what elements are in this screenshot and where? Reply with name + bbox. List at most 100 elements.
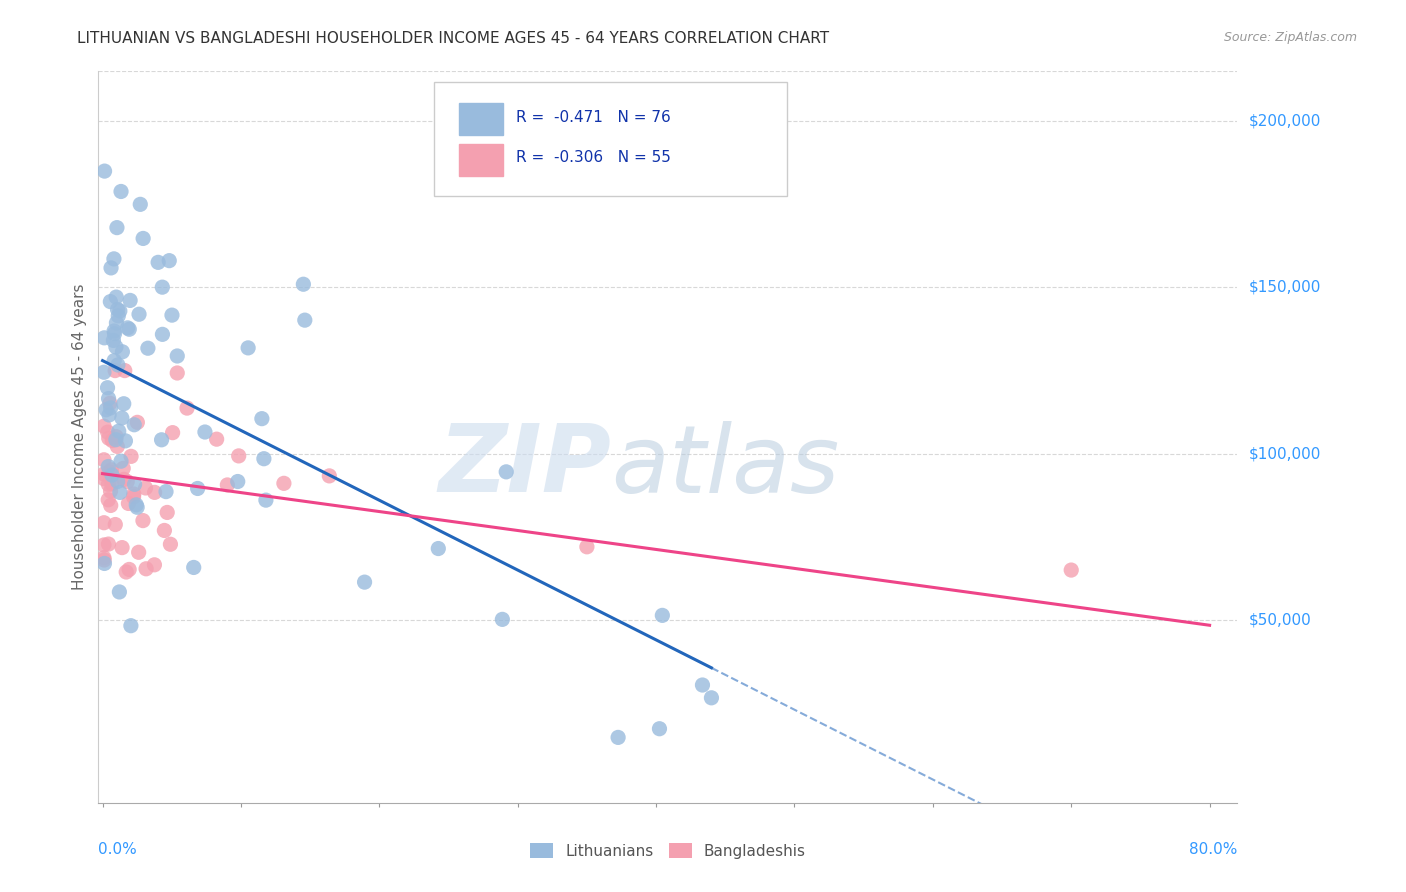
Point bbox=[101, 468, 124, 483]
Point bbox=[122, 417, 145, 432]
Point bbox=[135, 562, 157, 576]
Point bbox=[318, 469, 340, 483]
FancyBboxPatch shape bbox=[434, 82, 787, 195]
Point bbox=[135, 481, 157, 495]
Point bbox=[114, 363, 136, 377]
Point bbox=[107, 358, 129, 372]
Point bbox=[93, 472, 115, 486]
Text: LITHUANIAN VS BANGLADESHI HOUSEHOLDER INCOME AGES 45 - 64 YEARS CORRELATION CHAR: LITHUANIAN VS BANGLADESHI HOUSEHOLDER IN… bbox=[77, 31, 830, 46]
Point bbox=[101, 476, 124, 491]
Point bbox=[93, 331, 115, 345]
Point bbox=[353, 575, 375, 590]
Point bbox=[162, 425, 184, 440]
Bar bbox=[460, 144, 503, 176]
Point bbox=[97, 492, 120, 507]
Point bbox=[108, 485, 131, 500]
Point bbox=[187, 482, 209, 496]
Point bbox=[176, 401, 198, 416]
Point bbox=[143, 558, 166, 572]
Point bbox=[124, 477, 146, 491]
Point bbox=[97, 425, 120, 439]
Point bbox=[93, 164, 115, 178]
Point bbox=[236, 341, 259, 355]
Point bbox=[122, 487, 145, 501]
Text: R =  -0.471   N = 76: R = -0.471 N = 76 bbox=[516, 110, 671, 125]
Point bbox=[273, 476, 295, 491]
Point bbox=[118, 562, 141, 576]
Point bbox=[118, 322, 141, 336]
Point bbox=[692, 678, 714, 692]
Point bbox=[1060, 563, 1083, 577]
Point bbox=[103, 334, 125, 348]
Point bbox=[253, 451, 276, 466]
Text: 0.0%: 0.0% bbox=[98, 842, 138, 856]
Point bbox=[103, 326, 125, 341]
Point bbox=[125, 498, 148, 512]
Point bbox=[110, 185, 132, 199]
Text: atlas: atlas bbox=[612, 421, 839, 512]
Point bbox=[114, 434, 136, 448]
Point bbox=[97, 459, 120, 474]
Point bbox=[107, 424, 129, 438]
Text: R =  -0.306   N = 55: R = -0.306 N = 55 bbox=[516, 150, 671, 165]
Point bbox=[97, 392, 120, 406]
Point bbox=[105, 430, 128, 444]
Point bbox=[117, 475, 139, 489]
Point bbox=[648, 722, 671, 736]
Point bbox=[120, 618, 142, 632]
Point bbox=[97, 477, 120, 491]
Point bbox=[194, 425, 217, 439]
Point bbox=[136, 341, 159, 355]
Point bbox=[250, 411, 273, 425]
Point bbox=[111, 411, 134, 425]
Point bbox=[100, 401, 122, 415]
Point bbox=[495, 465, 517, 479]
Point bbox=[108, 304, 131, 318]
Point bbox=[100, 463, 122, 477]
Point bbox=[292, 277, 315, 292]
Point bbox=[93, 419, 115, 434]
Point bbox=[127, 415, 149, 429]
Point bbox=[129, 197, 152, 211]
Point bbox=[128, 307, 150, 321]
Point bbox=[103, 353, 125, 368]
Point bbox=[651, 608, 673, 623]
Point bbox=[150, 433, 173, 447]
Point bbox=[110, 454, 132, 468]
Point bbox=[226, 475, 249, 489]
Point bbox=[93, 467, 115, 481]
Point bbox=[112, 461, 135, 475]
Point bbox=[107, 475, 129, 489]
Point bbox=[143, 485, 166, 500]
Point bbox=[128, 545, 150, 559]
Point bbox=[120, 293, 142, 308]
Point bbox=[93, 538, 115, 552]
Point bbox=[100, 484, 122, 499]
Point bbox=[93, 557, 115, 571]
Point bbox=[166, 366, 188, 380]
Point bbox=[153, 524, 176, 538]
Text: $150,000: $150,000 bbox=[1249, 280, 1320, 295]
Point bbox=[93, 452, 115, 467]
Point bbox=[146, 255, 169, 269]
Point bbox=[132, 514, 155, 528]
Point bbox=[100, 499, 122, 513]
Point bbox=[112, 472, 135, 486]
Point bbox=[491, 612, 513, 626]
Point bbox=[107, 309, 129, 323]
Point bbox=[160, 308, 183, 322]
Point bbox=[112, 397, 135, 411]
Point bbox=[101, 434, 124, 448]
Point bbox=[100, 260, 122, 275]
Point bbox=[111, 344, 134, 359]
Point bbox=[159, 537, 181, 551]
Point bbox=[98, 408, 121, 422]
Point bbox=[150, 280, 173, 294]
Text: $200,000: $200,000 bbox=[1249, 114, 1320, 128]
Point bbox=[122, 490, 145, 504]
Point bbox=[105, 316, 128, 330]
Point bbox=[217, 478, 239, 492]
Point bbox=[93, 553, 115, 567]
Point bbox=[127, 500, 149, 515]
Point bbox=[98, 396, 121, 410]
